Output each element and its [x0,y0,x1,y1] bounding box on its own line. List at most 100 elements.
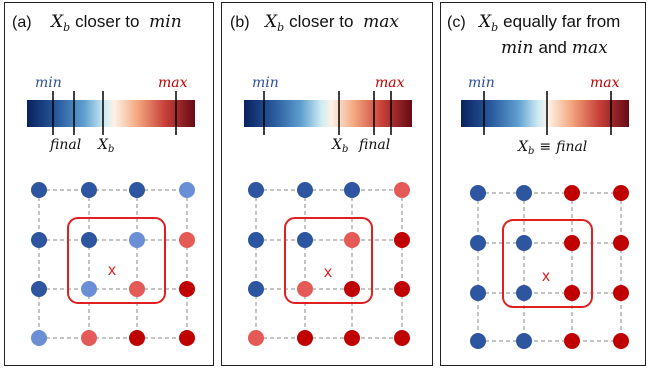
node-dark-blue [344,182,360,198]
node-light-red [297,281,313,297]
title-math-max: max [572,38,608,58]
node-light-red [248,330,264,346]
title-text: equally far from [503,12,620,31]
node-dark-blue [31,182,47,198]
panel-c-figure: (c) Xb equally far from min and max min max… [447,12,629,349]
xb-subscript: b [277,21,284,34]
node-light-red [344,232,360,248]
neighborhood-box [284,217,373,304]
node-light-blue [179,182,195,198]
node-light-red [129,281,145,297]
node-grid [248,182,410,346]
node-dark-red [613,235,629,251]
neighborhood-box [502,219,593,308]
node-light-blue [129,232,145,248]
node-light-blue [31,330,47,346]
max-label: max [158,75,188,91]
node-dark-blue [129,182,145,198]
title-math: max [363,12,399,32]
node-dark-blue [31,281,47,297]
panel-b: (b) Xb closer to max min max Xb final x [221,2,433,366]
colormap-bar [244,100,412,127]
query-mark: x [542,268,550,285]
node-dark-blue [516,333,532,349]
xb-label: Xb [331,137,348,155]
node-dark-blue [248,281,264,297]
node-dark-blue [297,182,313,198]
node-light-red [394,182,410,198]
xb-subscript: b [63,21,70,34]
final-label: final [49,137,81,153]
node-dark-blue [297,232,313,248]
max-label: max [375,75,405,91]
node-dark-red [613,185,629,201]
node-dark-red [344,330,360,346]
xb-subscript: b [491,21,498,34]
title-text: closer to [75,12,139,31]
node-grid [470,185,629,349]
min-label: min [468,75,495,91]
title-math-min: min [501,38,534,58]
xb-symbol: X [477,12,492,32]
panel-c: (c) Xb equally far from min and max min max… [440,2,646,366]
node-dark-red [179,281,195,297]
colormap-bar [27,100,195,127]
xb-symbol: X [263,12,278,32]
grid-lines [38,189,188,339]
node-dark-red [179,330,195,346]
panel-tag: (c) [447,14,466,31]
panel-a-figure: (a) Xb closer to min min max final Xb x [12,12,195,346]
node-dark-blue [81,182,97,198]
panel-tag: (b) [230,14,250,31]
title-text: closer to [289,12,353,31]
node-light-blue [81,281,97,297]
node-dark-red [564,235,580,251]
node-dark-red [394,281,410,297]
panel-a: (a) Xb closer to min min max final Xb x [4,2,214,366]
query-mark: x [324,264,332,281]
node-dark-blue [248,182,264,198]
title-and: and [539,38,567,57]
grid-lines [477,192,622,342]
node-dark-blue [516,285,532,301]
xb-label: Xb [97,137,114,155]
xb-symbol: X [49,12,64,32]
node-dark-red [394,330,410,346]
node-dark-blue [470,333,486,349]
node-dark-red [129,330,145,346]
node-dark-red [564,185,580,201]
min-label: min [35,75,62,91]
neighborhood-box [67,217,166,304]
max-label: max [590,75,620,91]
query-mark: x [108,262,116,279]
node-dark-blue [470,285,486,301]
grid-lines [255,189,403,339]
node-dark-blue [81,232,97,248]
node-dark-blue [470,185,486,201]
node-dark-red [564,285,580,301]
node-dark-blue [516,185,532,201]
panel-tag: (a) [12,14,32,31]
min-label: min [252,75,279,91]
xb-equiv-final-label: Xb ≡ final [517,139,587,157]
node-dark-blue [31,232,47,248]
node-dark-red [564,333,580,349]
node-dark-red [297,330,313,346]
node-light-red [179,232,195,248]
node-dark-blue [248,232,264,248]
node-dark-red [613,285,629,301]
panel-b-figure: (b) Xb closer to max min max Xb final x [230,12,412,346]
node-light-red [81,330,97,346]
node-dark-red [394,232,410,248]
node-dark-blue [516,235,532,251]
node-dark-blue [470,235,486,251]
node-dark-red [613,333,629,349]
colormap-bar [461,100,629,127]
title-math: min [149,12,182,32]
node-dark-red [344,281,360,297]
node-grid [31,182,195,346]
